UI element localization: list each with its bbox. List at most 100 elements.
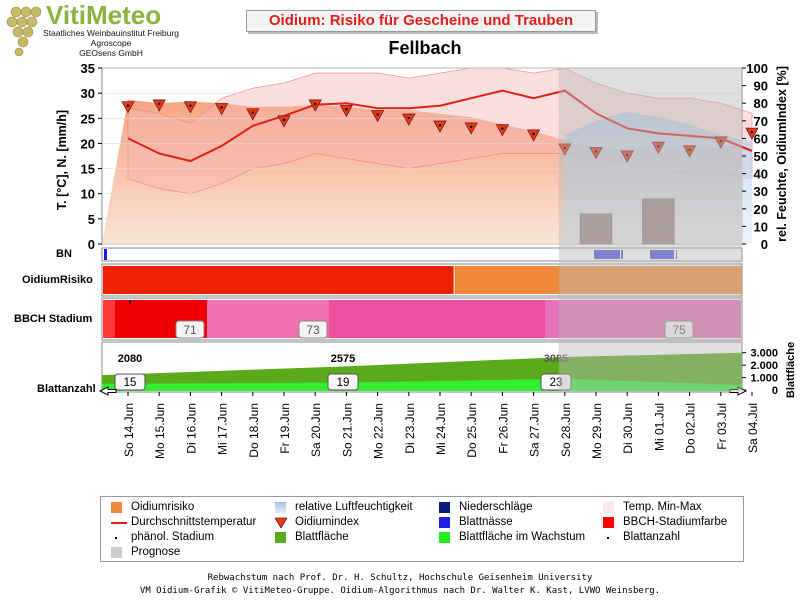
leaf-area-annotation: 2080 xyxy=(118,353,142,365)
prognosis-overlay xyxy=(558,68,742,392)
y-left-tick-label: 20 xyxy=(81,136,95,151)
legend-label: Prognose xyxy=(131,546,181,558)
row-label-bbch: BBCH Stadium xyxy=(14,313,93,325)
avg-temp-line xyxy=(127,89,753,163)
x-tick-label: Do 02.Jul xyxy=(684,403,698,454)
precip-bar xyxy=(579,213,613,245)
oidium-index-dot xyxy=(563,146,566,150)
x-tick-label: Fr 19.Jun xyxy=(278,403,292,454)
legend-label: phänol. Stadium xyxy=(131,531,215,543)
oidium-index-dot xyxy=(407,116,410,120)
leaf-count-label: 19 xyxy=(337,377,350,389)
logo-title: VitiMeteo xyxy=(46,0,162,30)
oidium-index-marker xyxy=(121,101,135,114)
y-right-axis-title: rel. Feuchte, OidiumIndex [%] xyxy=(775,66,789,242)
oidium-index-dot xyxy=(251,111,254,114)
orange-square-icon xyxy=(111,502,122,513)
bn-row-frame xyxy=(101,247,743,262)
y-right-tick-label: 30 xyxy=(754,184,768,199)
legend-label: Oidiumindex xyxy=(295,516,359,528)
oidium-index-marker xyxy=(183,101,198,114)
scroll-left-arrow xyxy=(98,386,117,396)
oidium-index-marker xyxy=(526,129,541,142)
light-blue-gradient-icon xyxy=(275,502,286,513)
x-tick-label: So 14.Jun xyxy=(122,403,136,457)
x-tick-label: Sa 27.Jun xyxy=(528,403,542,457)
x-tick-label: Fr 26.Jun xyxy=(496,403,510,454)
x-tick-label: Mi 17.Jun xyxy=(216,403,230,455)
gray-square-icon xyxy=(111,547,122,558)
y-left-tick-label: 25 xyxy=(81,111,95,126)
chart-title: Oidium: Risiko für Gescheine und Trauben xyxy=(246,10,596,32)
legend-label: relative Luftfeuchtigkeit xyxy=(295,501,413,513)
oidium-index-marker xyxy=(246,108,260,121)
humidity-area xyxy=(564,112,752,244)
oidium-index-dot xyxy=(657,145,660,148)
bbch-stage-box xyxy=(175,320,205,339)
legend: Oidiumrisiko relative Luftfeuchtigkeit Nie… xyxy=(100,496,744,562)
leaf-wetness-mark xyxy=(621,250,623,259)
oidium-index-dot xyxy=(438,123,442,127)
footer-line-1: Rebwachstum nach Prof. Dr. H. Schultz, H… xyxy=(207,573,593,583)
oidium-index-dot xyxy=(626,153,629,157)
y-right-tick-label: 10 xyxy=(754,219,768,234)
x-tick-label: Do 25.Jun xyxy=(465,403,479,458)
oidium-index-marker xyxy=(651,141,666,155)
bright-green-square-icon xyxy=(439,532,450,543)
y-right-tick-label: 50 xyxy=(754,149,768,164)
y-left-tick-label: 35 xyxy=(81,61,95,76)
risk-band-segment xyxy=(454,266,742,294)
x-tick-label: Di 30.Jun xyxy=(621,403,635,454)
oidium-index-marker xyxy=(277,115,291,128)
leaf-count-label: 23 xyxy=(550,377,563,389)
scroll-right-arrow xyxy=(729,386,748,396)
bbch-stage-label: 75 xyxy=(672,323,686,337)
y-right-tick-label: 60 xyxy=(754,131,768,146)
oidium-index-marker xyxy=(589,147,603,160)
oidium-chart: 0 5 10 15 20 25 30 35 0 10 20 30 40 50 60 70 80 90 100 T. [… xyxy=(55,61,797,459)
legend-label: Blattanzahl xyxy=(623,531,680,543)
oidium-index-marker xyxy=(714,136,728,149)
oidium-index-dot xyxy=(719,139,722,143)
dark-blue-square-icon xyxy=(439,502,450,513)
logo-line-1: Staatliches Weinbauinstitut Freiburg xyxy=(43,28,179,38)
x-tick-label: Mi 24.Jun xyxy=(434,403,448,455)
leaf-area-tick-label: 2.000 xyxy=(750,360,778,372)
y-left-axis-title: T. [°C], N. [mm/h] xyxy=(55,110,69,210)
x-tick-label: Mo 15.Jun xyxy=(153,403,167,459)
y-right-tick-label: 90 xyxy=(754,79,768,94)
bbch-segment xyxy=(329,300,545,338)
oidium-index-dot xyxy=(345,108,348,111)
risk-band-segment xyxy=(103,266,454,294)
oidium-index-marker xyxy=(339,104,354,118)
oidium-index-marker xyxy=(745,127,759,140)
y-right-tick-label: 40 xyxy=(754,167,768,182)
row-label-risk: OidiumRisiko xyxy=(22,274,93,286)
leaf-area-tick-label: 0 xyxy=(772,385,778,397)
precip-bar xyxy=(642,198,675,245)
y-right-tick-label: 100 xyxy=(746,61,768,76)
y-right-tick-label: 0 xyxy=(761,237,768,252)
leaf-count-box xyxy=(114,373,146,391)
row-label-bn: BN xyxy=(56,248,72,260)
leaf-wetness-mark xyxy=(104,249,107,260)
bbch-stage-box xyxy=(664,320,694,339)
oidium-index-dot xyxy=(282,118,286,122)
bbch-stage-label: 73 xyxy=(306,323,320,337)
oidium-index-dot xyxy=(532,132,535,136)
legend-label: Blattfläche xyxy=(295,531,349,543)
y-left-tick-label: 15 xyxy=(81,162,95,177)
legend-label: Niederschläge xyxy=(459,501,533,513)
red-square-icon xyxy=(603,517,614,528)
y-right-tick-label: 70 xyxy=(754,114,768,129)
small-dot-icon xyxy=(115,537,117,539)
legend-label: Blattnässe xyxy=(459,516,513,528)
leaf-area-annotation: 2575 xyxy=(331,353,355,365)
footer-line-2: VM Oidium-Grafik © VitiMeteo-Gruppe. Oid… xyxy=(139,586,661,596)
oidium-index-dot xyxy=(594,150,598,153)
x-tick-label: Mo 29.Jun xyxy=(590,403,604,459)
x-tick-label: Di 23.Jun xyxy=(403,403,417,454)
small-dot-icon xyxy=(607,537,609,539)
oidium-index-marker xyxy=(214,103,229,116)
x-tick-label: Sa 20.Jun xyxy=(309,403,323,457)
